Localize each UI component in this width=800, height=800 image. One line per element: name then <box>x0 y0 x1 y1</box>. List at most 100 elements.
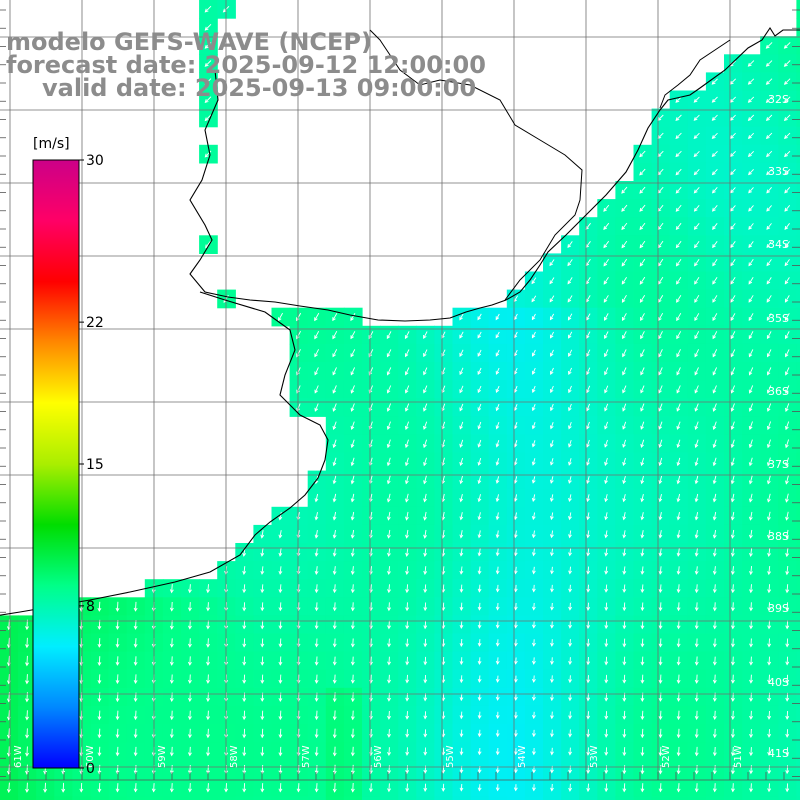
wind-arrow <box>278 728 283 739</box>
wind-cell <box>796 325 800 345</box>
wind-arrow <box>495 458 500 466</box>
wind-arrow <box>785 403 790 412</box>
wind-arrow <box>97 710 102 721</box>
wind-arrow <box>748 241 754 249</box>
wind-arrow <box>640 313 645 321</box>
wind-arrow <box>693 96 700 103</box>
wind-arrow <box>531 331 536 339</box>
wind-arrow <box>441 783 446 792</box>
wind-arrow <box>495 693 500 701</box>
wind-arrow <box>405 511 409 521</box>
wind-arrow <box>350 602 355 612</box>
colorbar-tick-label: 22 <box>86 315 104 331</box>
wind-arrow <box>568 602 572 611</box>
wind-arrow <box>332 330 338 340</box>
wind-cell <box>452 796 472 800</box>
wind-arrow <box>621 222 628 231</box>
wind-arrow <box>568 747 572 756</box>
wind-arrow <box>260 530 265 539</box>
wind-arrow <box>459 729 464 738</box>
wind-arrow <box>495 349 500 357</box>
wind-arrow <box>765 132 773 140</box>
wind-arrow <box>586 421 590 430</box>
wind-arrow <box>712 349 718 358</box>
wind-arrow <box>711 168 718 176</box>
longitude-label: 58W <box>229 745 240 768</box>
wind-arrow <box>423 349 428 358</box>
wind-cell <box>579 796 598 800</box>
wind-arrow <box>640 385 645 394</box>
wind-arrow <box>115 764 120 775</box>
wind-arrow <box>676 439 681 448</box>
wind-arrow <box>712 620 717 630</box>
wind-arrow <box>459 566 464 575</box>
wind-arrow <box>586 349 591 358</box>
wind-arrow <box>658 728 663 739</box>
wind-arrow <box>260 746 265 757</box>
wind-arrow <box>459 385 464 394</box>
longitude-labels: 61W 60W 59W 58W 57W 56W 55W 54W 53W 52W 51W <box>13 745 744 768</box>
wind-cell <box>144 796 164 800</box>
wind-arrow <box>386 493 391 503</box>
wind-arrow <box>640 783 645 793</box>
wind-arrow <box>495 729 500 738</box>
wind-arrow <box>459 693 464 702</box>
wind-arrow <box>730 187 736 194</box>
wind-arrow <box>784 313 790 321</box>
wind-arrow <box>477 729 482 738</box>
wind-arrow <box>550 783 554 792</box>
wind-cell <box>796 162 800 182</box>
wind-arrow <box>97 746 102 757</box>
wind-arrow <box>477 711 482 720</box>
wind-arrow <box>640 566 645 575</box>
wind-arrow <box>423 529 428 539</box>
wind-arrow <box>25 674 29 685</box>
wind-arrow <box>133 674 138 685</box>
wind-arrow <box>550 639 554 647</box>
wind-arrow <box>729 168 736 176</box>
wind-arrow <box>604 638 609 648</box>
wind-arrow <box>676 457 681 467</box>
wind-arrow <box>513 584 518 593</box>
wind-arrow <box>314 512 319 521</box>
wind-arrow <box>169 783 174 793</box>
wind-arrow <box>657 276 664 285</box>
wind-arrow <box>260 728 265 739</box>
wind-arrow <box>711 150 718 158</box>
wind-arrow <box>712 403 717 412</box>
wind-arrow <box>459 367 464 376</box>
wind-arrow <box>187 602 192 612</box>
wind-arrow <box>765 42 773 49</box>
wind-arrow <box>531 277 537 285</box>
wind-cell <box>796 434 800 454</box>
wind-arrow <box>729 96 737 103</box>
wind-arrow <box>765 96 773 103</box>
wind-arrow <box>730 710 735 721</box>
wind-cell <box>796 452 800 472</box>
wind-arrow <box>712 313 718 322</box>
wind-arrow <box>387 747 391 757</box>
wind-arrow <box>586 602 591 611</box>
wind-cell <box>796 362 800 381</box>
wind-arrow <box>784 168 791 176</box>
wind-arrow <box>115 746 120 757</box>
wind-arrow <box>314 638 319 648</box>
wind-arrow <box>133 656 138 666</box>
wind-arrow <box>694 710 699 721</box>
wind-arrow <box>784 295 790 303</box>
wind-arrow <box>730 367 736 376</box>
wind-arrow <box>495 331 500 339</box>
wind-arrow <box>278 548 283 557</box>
wind-cell <box>796 90 800 110</box>
wind-arrow <box>640 331 645 340</box>
wind-arrow <box>513 476 518 484</box>
wind-arrow <box>332 511 337 521</box>
wind-arrow <box>531 729 536 738</box>
wind-arrow <box>657 294 664 303</box>
wind-arrow <box>694 421 699 430</box>
wind-arrow <box>694 602 699 612</box>
wind-arrow <box>749 566 753 576</box>
wind-arrow <box>622 512 627 521</box>
wind-arrow <box>729 78 737 85</box>
wind-arrow <box>242 710 247 721</box>
